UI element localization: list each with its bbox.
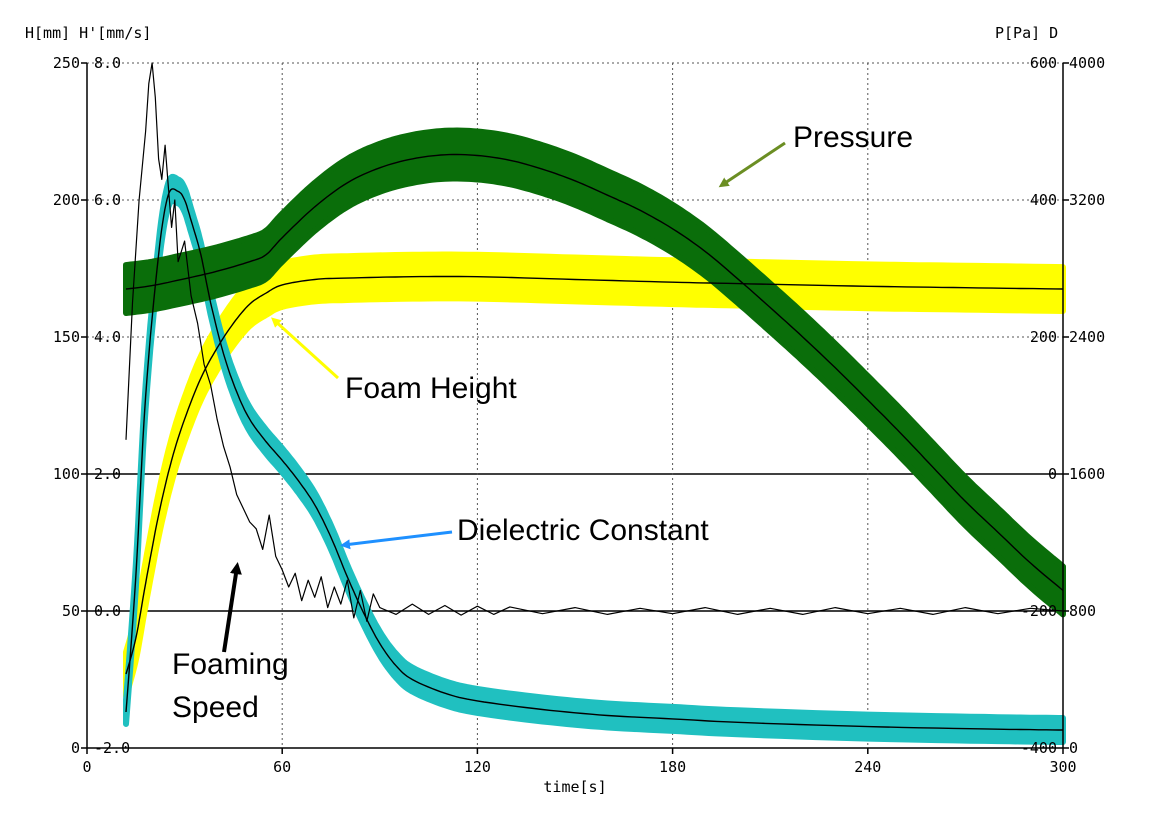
x-tick-label: 180: [659, 758, 686, 776]
hp-tick-label: 6.0: [94, 191, 121, 209]
pressure-line: [125, 153, 1064, 592]
p-tick-label: 0: [1048, 465, 1057, 483]
h-tick-label: 50: [62, 602, 80, 620]
d-tick-label: 2400: [1069, 328, 1105, 346]
dielectric-constant-line: [125, 188, 1063, 731]
h-tick-label: 150: [53, 328, 80, 346]
x-tick-label: 0: [82, 758, 91, 776]
foaming-speed-label-line1: Foaming: [172, 648, 289, 681]
d-tick-label: 0: [1069, 739, 1078, 757]
x-tick-label: 120: [464, 758, 491, 776]
x-tick-label: 240: [854, 758, 881, 776]
x-tick-label: 300: [1049, 758, 1076, 776]
pressure-label: Pressure: [793, 121, 913, 154]
p-tick-label: 200: [1030, 328, 1057, 346]
h-tick-label: 0: [71, 739, 80, 757]
p-tick-label: -400: [1021, 739, 1057, 757]
p-tick-label: 600: [1030, 54, 1057, 72]
left-axis-header: H[mm] H'[mm/s]: [25, 24, 151, 42]
foam-height-line: [125, 275, 1064, 675]
dielectric-label: Dielectric Constant: [457, 514, 709, 547]
x-tick-label: 60: [273, 758, 291, 776]
h-tick-label: 200: [53, 191, 80, 209]
h-tick-label: 250: [53, 54, 80, 72]
hp-tick-label: 2.0: [94, 465, 121, 483]
axis-layer: H[mm] H'[mm/s] P[Pa] D time[s]: [25, 24, 1064, 796]
hp-tick-label: 8.0: [94, 54, 121, 72]
annotation-layer: Pressure Foam Height Dielectric Constant…: [172, 121, 913, 724]
d-tick-label: 1600: [1069, 465, 1105, 483]
foam-height-arrow: [271, 317, 340, 380]
d-tick-label: 3200: [1069, 191, 1105, 209]
foaming-speed-arrow: [222, 562, 242, 653]
dielectric-arrow: [340, 530, 453, 550]
p-tick-label: 400: [1030, 191, 1057, 209]
pressure-arrow: [718, 141, 786, 188]
d-tick-label: 800: [1069, 602, 1096, 620]
p-tick-label: -200: [1021, 602, 1057, 620]
foaming-speed-line: [125, 62, 1064, 622]
hp-tick-label: 0.0: [94, 602, 121, 620]
foam-height-label: Foam Height: [345, 372, 517, 405]
hp-tick-label: -2.0: [94, 739, 130, 757]
grid-layer: [87, 62, 1063, 748]
d-tick-label: 4000: [1069, 54, 1105, 72]
x-axis-label: time[s]: [543, 778, 606, 796]
foaming-speed-label-line2: Speed: [172, 691, 259, 724]
right-axis-header: P[Pa] D: [995, 24, 1058, 42]
hp-tick-label: 4.0: [94, 328, 121, 346]
h-tick-label: 100: [53, 465, 80, 483]
